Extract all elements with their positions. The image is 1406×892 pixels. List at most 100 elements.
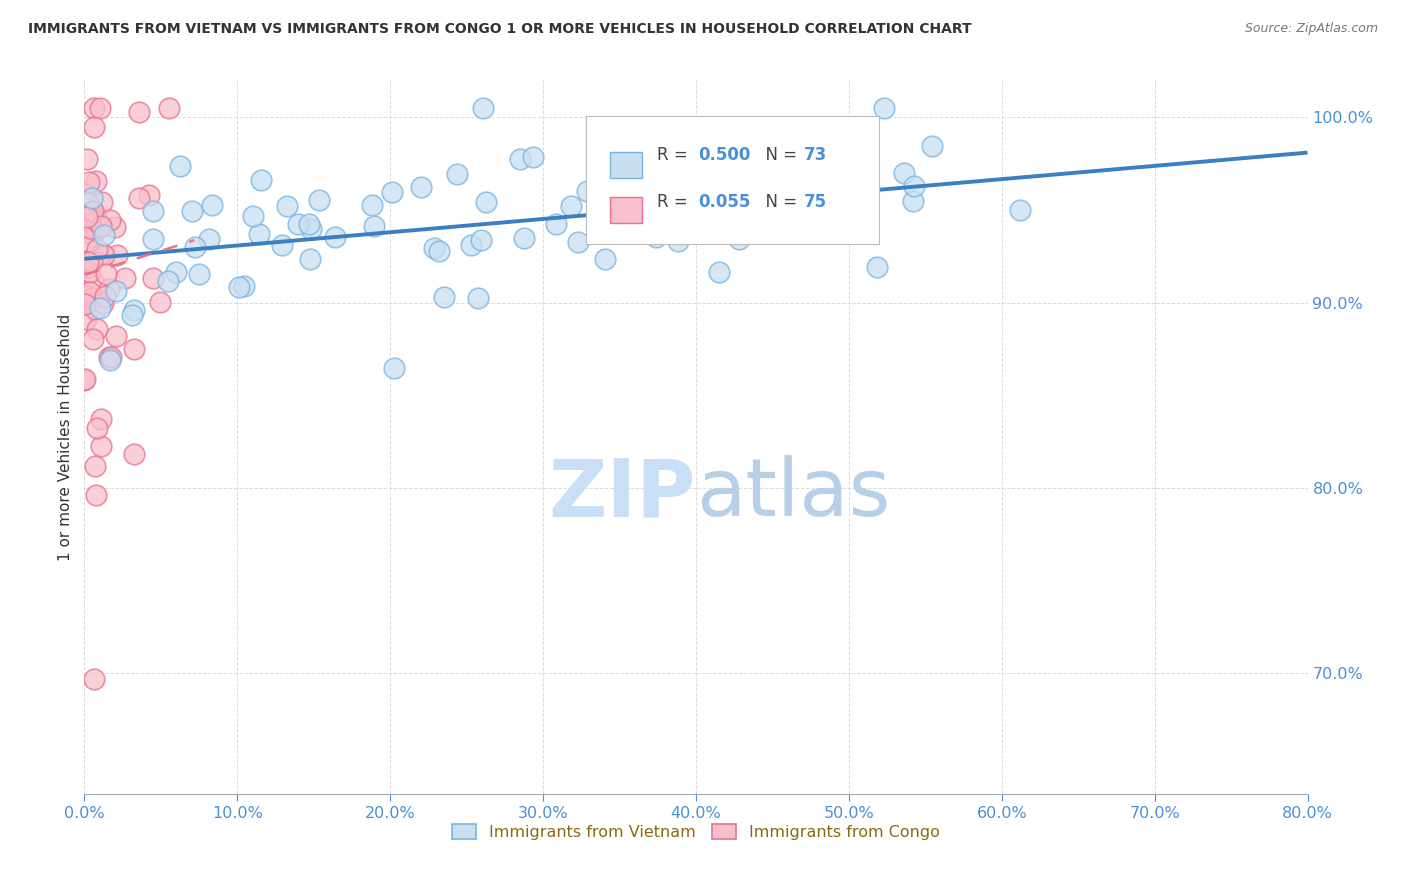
Point xyxy=(90,219,112,233)
Point xyxy=(80,205,103,219)
Point xyxy=(666,234,689,248)
Point xyxy=(84,459,107,474)
Point xyxy=(75,295,97,310)
Point xyxy=(86,421,108,435)
Point xyxy=(82,332,104,346)
Point xyxy=(149,294,172,309)
Point xyxy=(271,237,294,252)
Point xyxy=(522,150,544,164)
Point xyxy=(82,203,104,218)
Point xyxy=(593,252,616,266)
Point xyxy=(73,372,96,386)
Point xyxy=(93,295,115,310)
Point xyxy=(105,284,128,298)
Point xyxy=(249,173,271,187)
Point xyxy=(169,159,191,173)
Text: N =: N = xyxy=(755,193,801,211)
Point xyxy=(866,260,889,274)
Point xyxy=(299,252,322,267)
Point xyxy=(197,232,219,246)
Point xyxy=(91,246,114,260)
Point xyxy=(794,178,817,192)
Point xyxy=(104,220,127,235)
Point xyxy=(121,308,143,322)
Point xyxy=(75,186,97,201)
Point xyxy=(423,241,446,255)
Point xyxy=(114,271,136,285)
Point xyxy=(91,195,114,210)
Point xyxy=(77,175,100,189)
Text: 75: 75 xyxy=(804,193,827,211)
Point xyxy=(107,248,129,262)
Point xyxy=(799,153,821,167)
Point xyxy=(77,260,100,274)
Point xyxy=(728,232,751,246)
Point xyxy=(893,166,915,180)
Point xyxy=(513,230,536,244)
Point xyxy=(128,104,150,119)
Text: IMMIGRANTS FROM VIETNAM VS IMMIGRANTS FROM CONGO 1 OR MORE VEHICLES IN HOUSEHOLD: IMMIGRANTS FROM VIETNAM VS IMMIGRANTS FR… xyxy=(28,22,972,37)
Point xyxy=(308,193,330,207)
Point xyxy=(77,196,100,211)
Point xyxy=(122,343,145,357)
Point xyxy=(77,255,100,269)
Point xyxy=(138,187,160,202)
FancyBboxPatch shape xyxy=(610,152,643,178)
Point xyxy=(90,412,112,426)
Point xyxy=(242,209,264,223)
Point xyxy=(181,204,204,219)
Point xyxy=(299,222,322,236)
Point xyxy=(614,216,637,230)
Point xyxy=(82,218,104,232)
Point xyxy=(98,212,121,227)
FancyBboxPatch shape xyxy=(586,116,880,244)
Point xyxy=(460,238,482,252)
Point xyxy=(187,267,209,281)
Point xyxy=(467,291,489,305)
Point xyxy=(73,254,96,268)
Point xyxy=(75,209,97,223)
Point xyxy=(86,214,108,228)
Point xyxy=(779,223,801,237)
Point xyxy=(645,230,668,244)
Point xyxy=(89,301,111,315)
Text: R =: R = xyxy=(657,146,693,164)
Point xyxy=(82,253,104,268)
Point xyxy=(903,178,925,193)
Point xyxy=(475,194,498,209)
Point xyxy=(97,350,120,364)
Point xyxy=(83,672,105,686)
Point xyxy=(75,312,97,326)
Point xyxy=(83,276,105,290)
Text: Source: ZipAtlas.com: Source: ZipAtlas.com xyxy=(1244,22,1378,36)
Point xyxy=(323,230,346,244)
Text: ZIP: ZIP xyxy=(548,455,696,533)
Point xyxy=(1010,202,1032,217)
Point xyxy=(804,169,827,183)
Point xyxy=(228,280,250,294)
Point xyxy=(184,240,207,254)
Point xyxy=(382,360,405,375)
Point xyxy=(105,329,128,343)
Point xyxy=(142,232,165,246)
Point xyxy=(80,202,103,217)
Point xyxy=(94,289,117,303)
Point xyxy=(75,296,97,310)
Point xyxy=(381,185,404,199)
Point xyxy=(576,184,599,198)
Point xyxy=(90,219,112,233)
Point xyxy=(544,218,567,232)
Point xyxy=(472,101,495,115)
Text: 0.055: 0.055 xyxy=(699,193,751,211)
Point xyxy=(79,264,101,278)
Point xyxy=(73,202,96,216)
Point xyxy=(287,217,309,231)
Point xyxy=(921,139,943,153)
Point xyxy=(361,198,384,212)
Point xyxy=(142,271,165,285)
Point xyxy=(166,265,188,279)
Point xyxy=(128,190,150,204)
Point xyxy=(83,293,105,307)
Point xyxy=(754,221,776,235)
Point xyxy=(509,152,531,166)
